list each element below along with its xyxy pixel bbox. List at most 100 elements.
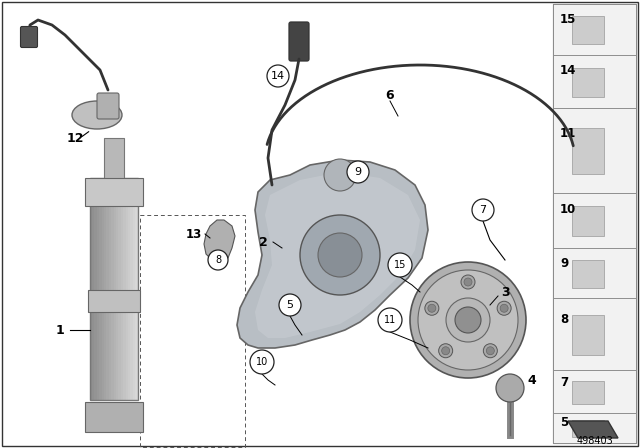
- Bar: [92, 178, 95, 400]
- Bar: [118, 178, 121, 400]
- Text: 9: 9: [560, 257, 568, 270]
- Bar: [572, 420, 604, 436]
- Bar: [99, 178, 102, 400]
- Bar: [94, 178, 97, 400]
- Text: 13: 13: [186, 228, 202, 241]
- Circle shape: [267, 65, 289, 87]
- Bar: [572, 206, 604, 236]
- Bar: [572, 128, 604, 174]
- Circle shape: [461, 275, 475, 289]
- Bar: [135, 178, 138, 400]
- Ellipse shape: [72, 101, 122, 129]
- Text: 15: 15: [394, 260, 406, 270]
- Bar: [126, 178, 129, 400]
- Circle shape: [410, 262, 526, 378]
- Circle shape: [425, 301, 439, 315]
- Text: 1: 1: [56, 323, 65, 336]
- Circle shape: [324, 159, 356, 191]
- Bar: [128, 178, 131, 400]
- Text: 498403: 498403: [577, 436, 613, 446]
- Bar: [133, 178, 136, 400]
- Circle shape: [318, 233, 362, 277]
- Bar: [553, 55, 636, 108]
- Bar: [90, 178, 93, 400]
- Circle shape: [438, 344, 452, 358]
- Circle shape: [496, 374, 524, 402]
- Bar: [572, 315, 604, 355]
- Bar: [116, 178, 119, 400]
- Polygon shape: [568, 421, 618, 438]
- Text: 14: 14: [560, 65, 577, 78]
- Bar: [553, 4, 636, 443]
- Text: 4: 4: [527, 374, 536, 387]
- Bar: [553, 4, 636, 55]
- Circle shape: [472, 199, 494, 221]
- Bar: [140, 215, 245, 447]
- Circle shape: [486, 347, 494, 355]
- Circle shape: [279, 294, 301, 316]
- Bar: [130, 178, 133, 400]
- Text: 5: 5: [560, 415, 568, 428]
- FancyBboxPatch shape: [97, 93, 119, 119]
- Circle shape: [497, 301, 511, 315]
- Text: 7: 7: [479, 205, 486, 215]
- Circle shape: [455, 307, 481, 333]
- Bar: [85, 402, 143, 432]
- Circle shape: [418, 270, 518, 370]
- Bar: [553, 413, 636, 443]
- Text: 7: 7: [560, 376, 568, 389]
- Circle shape: [442, 347, 450, 355]
- Bar: [104, 138, 124, 183]
- Circle shape: [483, 344, 497, 358]
- Bar: [88, 290, 140, 312]
- Polygon shape: [237, 160, 428, 348]
- Text: 6: 6: [386, 89, 394, 102]
- Bar: [104, 178, 107, 400]
- Text: 14: 14: [271, 71, 285, 81]
- FancyBboxPatch shape: [20, 26, 38, 47]
- Bar: [123, 178, 126, 400]
- FancyBboxPatch shape: [289, 22, 309, 61]
- Text: 2: 2: [259, 236, 268, 249]
- Text: 8: 8: [215, 255, 221, 265]
- Bar: [106, 178, 109, 400]
- Text: 10: 10: [560, 203, 576, 216]
- Circle shape: [300, 215, 380, 295]
- Text: 11: 11: [560, 127, 576, 140]
- Text: 9: 9: [355, 167, 362, 177]
- Circle shape: [446, 298, 490, 342]
- Text: 5: 5: [287, 300, 294, 310]
- Bar: [102, 178, 105, 400]
- Bar: [97, 178, 100, 400]
- Bar: [553, 413, 636, 443]
- Polygon shape: [204, 220, 235, 262]
- Bar: [553, 370, 636, 413]
- Circle shape: [428, 304, 436, 312]
- Bar: [109, 178, 112, 400]
- Bar: [90, 178, 138, 400]
- Bar: [572, 380, 604, 404]
- Polygon shape: [255, 172, 420, 338]
- Bar: [572, 16, 604, 43]
- Bar: [114, 178, 117, 400]
- Bar: [553, 108, 636, 193]
- Circle shape: [388, 253, 412, 277]
- Circle shape: [347, 161, 369, 183]
- Circle shape: [464, 278, 472, 286]
- Circle shape: [500, 304, 508, 312]
- Bar: [572, 68, 604, 97]
- Bar: [553, 298, 636, 370]
- Text: 15: 15: [560, 13, 577, 26]
- Text: 10: 10: [256, 357, 268, 367]
- Bar: [85, 178, 143, 206]
- Text: 3: 3: [500, 285, 509, 298]
- Bar: [111, 178, 114, 400]
- Circle shape: [250, 350, 274, 374]
- Bar: [121, 178, 124, 400]
- Bar: [553, 193, 636, 248]
- Circle shape: [378, 308, 402, 332]
- Circle shape: [208, 250, 228, 270]
- Bar: [553, 248, 636, 298]
- Bar: [572, 260, 604, 288]
- Text: 8: 8: [560, 313, 568, 326]
